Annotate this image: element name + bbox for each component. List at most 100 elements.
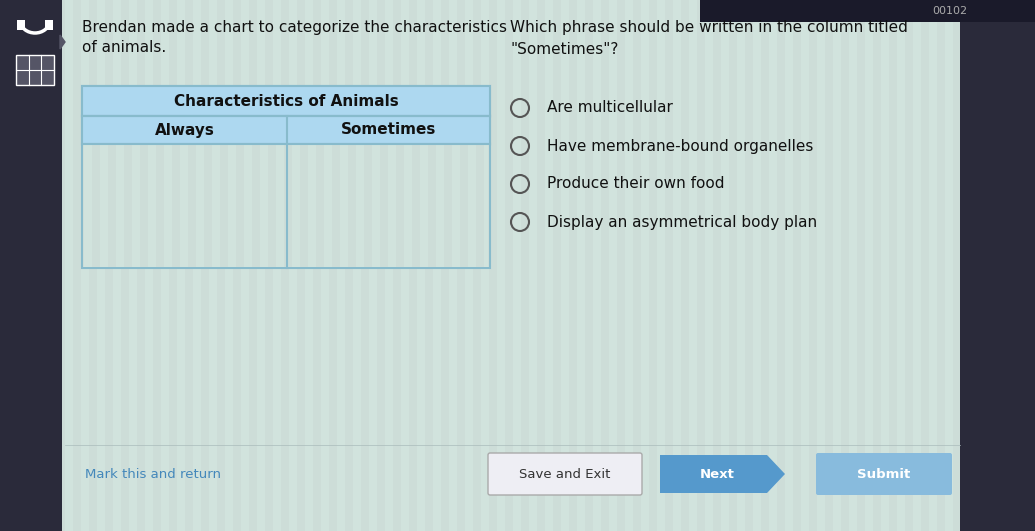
Bar <box>801 0 809 531</box>
Text: Always: Always <box>154 123 214 138</box>
Text: Are multicellular: Are multicellular <box>548 100 673 116</box>
Bar <box>625 0 633 531</box>
Bar <box>65 0 73 531</box>
Text: Submit: Submit <box>857 467 911 481</box>
Bar <box>468 145 476 267</box>
Bar <box>17 20 25 30</box>
Bar <box>193 0 201 531</box>
Bar <box>244 145 252 267</box>
Text: Have membrane-bound organelles: Have membrane-bound organelles <box>548 139 814 153</box>
Bar <box>388 145 396 267</box>
Bar <box>700 0 1035 22</box>
Bar <box>84 145 92 267</box>
Bar <box>753 0 761 531</box>
Bar <box>689 0 697 531</box>
Bar <box>673 0 681 531</box>
Bar <box>164 145 172 267</box>
Bar <box>372 145 380 267</box>
Bar <box>545 0 553 531</box>
Bar <box>82 86 490 268</box>
Bar <box>576 0 585 531</box>
Bar <box>865 0 873 531</box>
Bar <box>292 145 300 267</box>
Bar <box>385 0 393 531</box>
Bar <box>420 145 428 267</box>
Bar <box>100 145 108 267</box>
Bar <box>452 145 460 267</box>
Bar <box>609 0 617 531</box>
Bar <box>341 145 348 267</box>
Text: of animals.: of animals. <box>82 40 167 55</box>
Bar <box>481 0 489 531</box>
Bar <box>145 0 153 531</box>
Text: Save and Exit: Save and Exit <box>520 467 611 481</box>
Bar <box>913 0 921 531</box>
Bar <box>945 0 953 531</box>
Bar <box>593 0 601 531</box>
Bar <box>353 0 361 531</box>
Bar <box>116 145 124 267</box>
Bar <box>849 0 857 531</box>
FancyBboxPatch shape <box>487 453 642 495</box>
Bar <box>769 0 777 531</box>
Text: Produce their own food: Produce their own food <box>548 176 724 192</box>
Text: Sometimes: Sometimes <box>341 123 436 138</box>
Text: Brendan made a chart to categorize the characteristics: Brendan made a chart to categorize the c… <box>82 20 507 35</box>
Bar <box>148 145 156 267</box>
Bar <box>337 0 345 531</box>
Bar <box>97 0 105 531</box>
Polygon shape <box>60 35 65 49</box>
Bar <box>308 145 316 267</box>
Bar <box>180 145 188 267</box>
Bar <box>356 145 364 267</box>
Bar <box>833 0 841 531</box>
Bar <box>401 0 409 531</box>
Bar <box>321 0 329 531</box>
Polygon shape <box>660 455 785 493</box>
Bar <box>641 0 649 531</box>
Bar <box>45 20 53 30</box>
Bar <box>929 0 937 531</box>
Bar <box>212 145 220 267</box>
Bar <box>260 145 268 267</box>
Text: Which phrase should be written in the column titled: Which phrase should be written in the co… <box>510 20 908 35</box>
Bar <box>529 0 537 531</box>
Bar <box>705 0 713 531</box>
Bar <box>129 0 137 531</box>
Bar <box>81 0 89 531</box>
Bar <box>404 145 412 267</box>
Bar <box>228 145 236 267</box>
Bar <box>785 0 793 531</box>
Bar <box>82 116 490 144</box>
Bar <box>657 0 666 531</box>
Bar <box>113 0 121 531</box>
Bar <box>433 0 441 531</box>
Bar <box>436 145 444 267</box>
Bar <box>977 0 985 531</box>
Text: Display an asymmetrical body plan: Display an asymmetrical body plan <box>548 215 817 229</box>
Bar <box>132 145 140 267</box>
Bar <box>513 0 521 531</box>
Bar <box>962 0 969 531</box>
Bar <box>225 0 233 531</box>
FancyBboxPatch shape <box>816 453 952 495</box>
Bar <box>289 0 297 531</box>
Bar <box>196 145 204 267</box>
Bar <box>960 0 1035 531</box>
Text: Characteristics of Animals: Characteristics of Animals <box>174 93 398 108</box>
Text: Next: Next <box>700 467 735 481</box>
Bar <box>737 0 745 531</box>
Bar <box>369 0 377 531</box>
Bar <box>161 0 169 531</box>
Bar <box>82 86 490 116</box>
Bar <box>257 0 265 531</box>
Bar <box>993 0 1001 531</box>
Text: Mark this and return: Mark this and return <box>85 467 221 481</box>
Bar <box>0 0 62 531</box>
Bar <box>83 144 489 267</box>
Bar <box>273 0 280 531</box>
Text: 00102: 00102 <box>933 6 968 16</box>
FancyBboxPatch shape <box>16 55 54 85</box>
Bar <box>881 0 889 531</box>
Text: "Sometimes"?: "Sometimes"? <box>510 42 618 57</box>
